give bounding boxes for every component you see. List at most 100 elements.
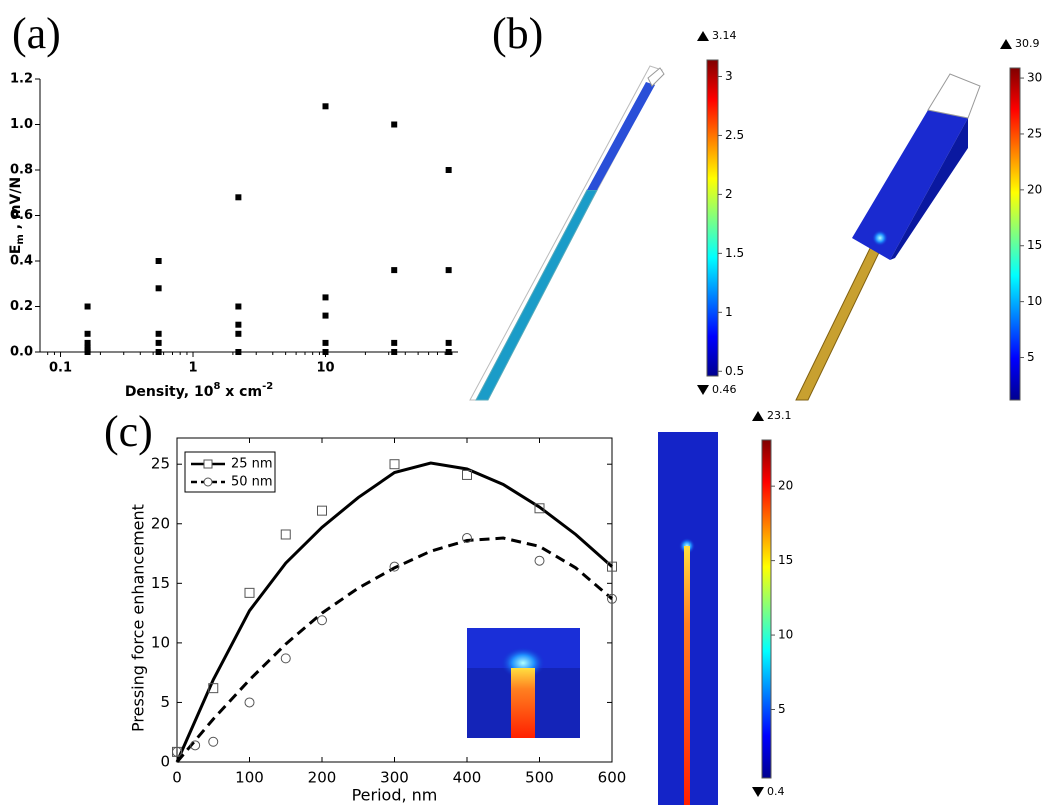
min-marker bbox=[752, 787, 764, 797]
x-axis-label-part: 8 bbox=[213, 381, 220, 392]
colorbar-tick-label: 1 bbox=[725, 305, 733, 319]
max-marker bbox=[1000, 39, 1012, 49]
marker bbox=[235, 194, 241, 200]
marker bbox=[391, 349, 397, 355]
colorbar-tick-label: 3 bbox=[725, 69, 733, 83]
y-tick-label: 0.8 bbox=[10, 163, 33, 178]
marker bbox=[85, 331, 91, 337]
marker bbox=[446, 267, 452, 273]
y-axis-label: Em , mV/N bbox=[8, 177, 26, 254]
marker bbox=[323, 313, 329, 319]
marker bbox=[446, 349, 452, 355]
marker bbox=[318, 616, 327, 625]
x-axis-label-part: Density, 10 bbox=[125, 384, 214, 400]
marker bbox=[235, 349, 241, 355]
marker bbox=[156, 258, 162, 264]
colorbar-min: 0.46 bbox=[712, 383, 737, 396]
colorbar bbox=[707, 60, 718, 376]
marker bbox=[323, 340, 329, 346]
colorbar-max: 23.1 bbox=[767, 409, 792, 422]
marker bbox=[85, 304, 91, 310]
y-tick-label: 0.4 bbox=[10, 254, 33, 269]
panel-label: (c) bbox=[104, 407, 153, 456]
box-rendering bbox=[796, 74, 980, 400]
panel-label: (b) bbox=[492, 9, 543, 58]
rod-rendering bbox=[470, 66, 664, 400]
colorbar-tick-label: 0.5 bbox=[725, 364, 744, 378]
y-axis-label-part: m bbox=[15, 234, 26, 244]
x-tick-label: 0.1 bbox=[49, 361, 72, 376]
legend-label: 50 nm bbox=[231, 475, 273, 490]
colorbar bbox=[1010, 68, 1020, 400]
x-tick-label: 200 bbox=[308, 769, 337, 787]
y-tick-label: 0.2 bbox=[10, 299, 33, 314]
y-tick-label: 0 bbox=[160, 753, 170, 771]
marker bbox=[323, 294, 329, 300]
marker bbox=[235, 304, 241, 310]
marker bbox=[391, 267, 397, 273]
colorbar-tick-label: 2 bbox=[725, 187, 733, 201]
marker bbox=[204, 478, 212, 486]
colorbar-tick-label: 20 bbox=[1027, 182, 1042, 196]
y-tick-label: 1.2 bbox=[10, 72, 33, 87]
y-tick-label: 0.0 bbox=[10, 345, 33, 360]
x-axis-label-part: x cm bbox=[220, 384, 262, 400]
colorbar-tick-label: 20 bbox=[778, 479, 793, 493]
colorbar-tick-label: 10 bbox=[778, 628, 793, 642]
marker bbox=[391, 122, 397, 128]
marker bbox=[281, 530, 290, 539]
marker bbox=[390, 460, 399, 469]
marker bbox=[323, 349, 329, 355]
x-tick-label: 100 bbox=[235, 769, 264, 787]
x-tick-label: 300 bbox=[380, 769, 409, 787]
colorbar-tick-label: 25 bbox=[1027, 126, 1042, 140]
marker bbox=[323, 103, 329, 109]
marker bbox=[391, 340, 397, 346]
colorbar-max: 30.9 bbox=[1015, 37, 1040, 50]
colorbar-tick-label: 1.5 bbox=[725, 246, 744, 260]
x-tick-label: 500 bbox=[525, 769, 554, 787]
max-marker bbox=[752, 411, 764, 421]
marker bbox=[535, 556, 544, 565]
marker bbox=[245, 698, 254, 707]
max-marker bbox=[697, 31, 709, 41]
min-marker bbox=[697, 385, 709, 395]
y-tick-label: 20 bbox=[151, 514, 170, 532]
x-tick-label: 400 bbox=[453, 769, 482, 787]
strip-field-map bbox=[658, 432, 718, 805]
colorbar-tick-label: 5 bbox=[1027, 350, 1035, 364]
colorbar-tick-label: 30 bbox=[1027, 71, 1042, 85]
colorbar-tick-label: 10 bbox=[1027, 294, 1042, 308]
marker bbox=[156, 340, 162, 346]
y-tick-label: 5 bbox=[160, 693, 170, 711]
x-tick-label: 10 bbox=[316, 361, 334, 376]
x-tick-label: 600 bbox=[598, 769, 627, 787]
y-tick-label: 15 bbox=[151, 574, 170, 592]
colorbar bbox=[762, 440, 771, 778]
marker bbox=[235, 331, 241, 337]
marker bbox=[204, 460, 212, 468]
y-axis-label: Pressing force enhancement bbox=[129, 504, 148, 732]
colorbar-min: 0.4 bbox=[767, 785, 785, 798]
y-tick-label: 25 bbox=[151, 455, 170, 473]
y-tick-label: 10 bbox=[151, 633, 170, 651]
marker bbox=[446, 167, 452, 173]
marker bbox=[85, 349, 91, 355]
marker bbox=[156, 349, 162, 355]
inset-field-map bbox=[467, 628, 580, 738]
marker bbox=[156, 285, 162, 291]
marker bbox=[245, 588, 254, 597]
colorbar-tick-label: 2.5 bbox=[725, 128, 744, 142]
y-tick-label: 1.0 bbox=[10, 117, 33, 132]
colorbar-tick-label: 5 bbox=[778, 702, 786, 716]
panel-label: (a) bbox=[12, 9, 61, 58]
figure: (a) (b) (c) 0.11100.00.20.40.60.81.01.2D… bbox=[0, 0, 1055, 805]
colorbar-max: 3.14 bbox=[712, 29, 737, 42]
legend-label: 25 nm bbox=[231, 457, 273, 472]
x-axis-label: Period, nm bbox=[352, 786, 438, 805]
marker bbox=[318, 506, 327, 515]
colorbar-tick-label: 15 bbox=[778, 553, 793, 567]
x-tick-label: 1 bbox=[188, 361, 197, 376]
y-axis-label-part: E bbox=[8, 245, 24, 255]
marker bbox=[235, 322, 241, 328]
